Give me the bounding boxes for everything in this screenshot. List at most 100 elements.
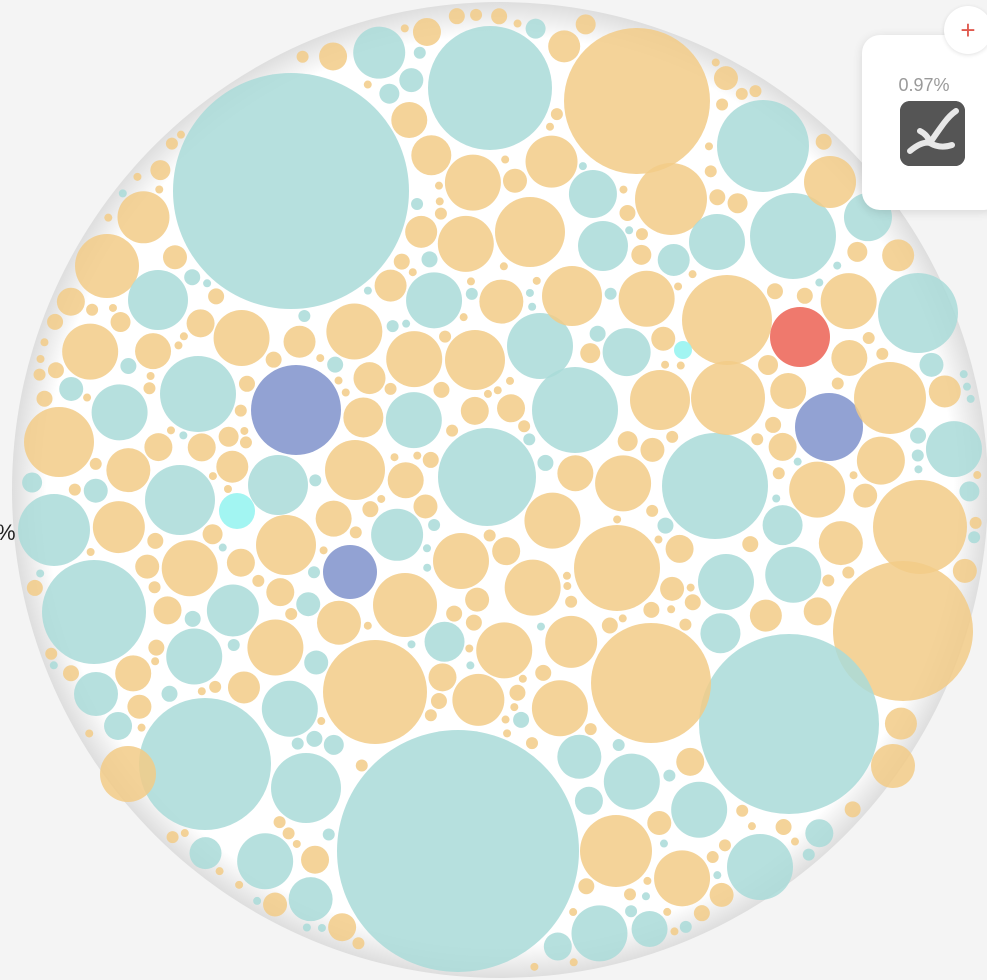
bubble bbox=[641, 892, 650, 901]
bubble bbox=[671, 781, 728, 838]
bubble bbox=[208, 288, 225, 305]
bubble bbox=[377, 494, 386, 503]
bubble bbox=[452, 673, 505, 726]
bubble bbox=[716, 98, 729, 111]
bubble bbox=[363, 286, 372, 295]
bubble bbox=[479, 279, 524, 324]
bubble bbox=[635, 228, 648, 241]
bubble bbox=[504, 559, 561, 616]
bubble bbox=[216, 450, 249, 483]
bubble bbox=[334, 376, 343, 385]
bubble bbox=[306, 730, 323, 747]
bubble bbox=[618, 614, 627, 623]
bubble bbox=[108, 303, 117, 312]
bubble bbox=[476, 622, 533, 679]
bubble bbox=[831, 377, 844, 390]
bubble bbox=[323, 734, 344, 755]
bubble bbox=[213, 309, 270, 366]
bubble bbox=[184, 269, 201, 286]
bubble bbox=[571, 905, 628, 962]
bubble bbox=[413, 494, 438, 519]
bubble bbox=[153, 596, 182, 625]
bubble bbox=[704, 165, 717, 178]
bubble bbox=[750, 193, 836, 279]
bubble bbox=[49, 661, 58, 670]
bubble bbox=[323, 545, 377, 599]
bubble bbox=[104, 711, 133, 740]
bubble bbox=[962, 382, 971, 391]
bubble bbox=[234, 404, 247, 417]
bubble bbox=[33, 368, 46, 381]
bubble bbox=[676, 361, 685, 370]
bubble bbox=[434, 181, 443, 190]
bubble bbox=[166, 426, 175, 435]
bubble bbox=[160, 356, 236, 432]
bubble bbox=[762, 505, 803, 546]
bubble bbox=[316, 600, 361, 645]
bubble bbox=[62, 665, 79, 682]
bubble bbox=[735, 87, 748, 100]
bubble bbox=[713, 871, 722, 880]
bubble bbox=[189, 837, 222, 870]
bubble bbox=[433, 381, 450, 398]
bubble bbox=[831, 339, 868, 376]
bubble bbox=[86, 547, 95, 556]
bubble bbox=[697, 554, 754, 611]
bubble bbox=[557, 455, 594, 492]
bubble bbox=[399, 68, 424, 93]
bubble bbox=[135, 333, 172, 370]
bubble bbox=[283, 325, 316, 358]
bubble bbox=[502, 168, 527, 193]
bubble bbox=[563, 582, 572, 591]
bubble bbox=[789, 461, 846, 518]
bubble bbox=[315, 500, 352, 537]
bubble bbox=[670, 927, 679, 936]
bubble bbox=[531, 680, 588, 737]
bubble bbox=[542, 266, 602, 326]
bubble bbox=[362, 501, 379, 518]
bubble bbox=[537, 454, 554, 471]
bubble bbox=[252, 574, 265, 587]
bubble bbox=[374, 269, 407, 302]
bubble bbox=[884, 707, 917, 740]
bubble bbox=[421, 251, 438, 268]
bubble bbox=[386, 331, 443, 388]
bubble bbox=[247, 619, 304, 676]
bubble bbox=[911, 449, 924, 462]
bubble bbox=[402, 319, 411, 328]
bubble bbox=[173, 73, 409, 309]
bubble bbox=[22, 472, 43, 493]
bubble bbox=[352, 937, 365, 950]
bubble bbox=[386, 320, 399, 333]
bubble bbox=[856, 436, 905, 485]
bubble bbox=[711, 58, 720, 67]
bubble bbox=[328, 913, 357, 942]
bubble bbox=[422, 451, 439, 468]
bubble bbox=[682, 275, 772, 365]
bubble bbox=[240, 426, 249, 435]
bubble bbox=[155, 185, 164, 194]
bubble bbox=[446, 605, 463, 622]
bubble bbox=[85, 729, 94, 738]
bubble bbox=[206, 584, 259, 637]
bubble bbox=[679, 618, 692, 631]
bubble bbox=[495, 197, 565, 267]
bubble bbox=[226, 548, 255, 577]
bubble bbox=[525, 135, 578, 188]
bubble bbox=[422, 544, 431, 553]
bubble bbox=[796, 287, 813, 304]
bubble bbox=[635, 163, 707, 235]
bubble bbox=[660, 576, 685, 601]
bubble bbox=[523, 433, 536, 446]
bubble bbox=[428, 26, 552, 150]
bubble bbox=[413, 451, 422, 460]
bubble bbox=[296, 592, 321, 617]
bubble bbox=[667, 605, 676, 614]
bubble bbox=[448, 8, 465, 25]
bubble bbox=[619, 185, 628, 194]
bubble bbox=[569, 958, 578, 967]
bubble bbox=[532, 276, 541, 285]
add-button[interactable]: + bbox=[944, 6, 987, 54]
bubble bbox=[833, 261, 842, 270]
